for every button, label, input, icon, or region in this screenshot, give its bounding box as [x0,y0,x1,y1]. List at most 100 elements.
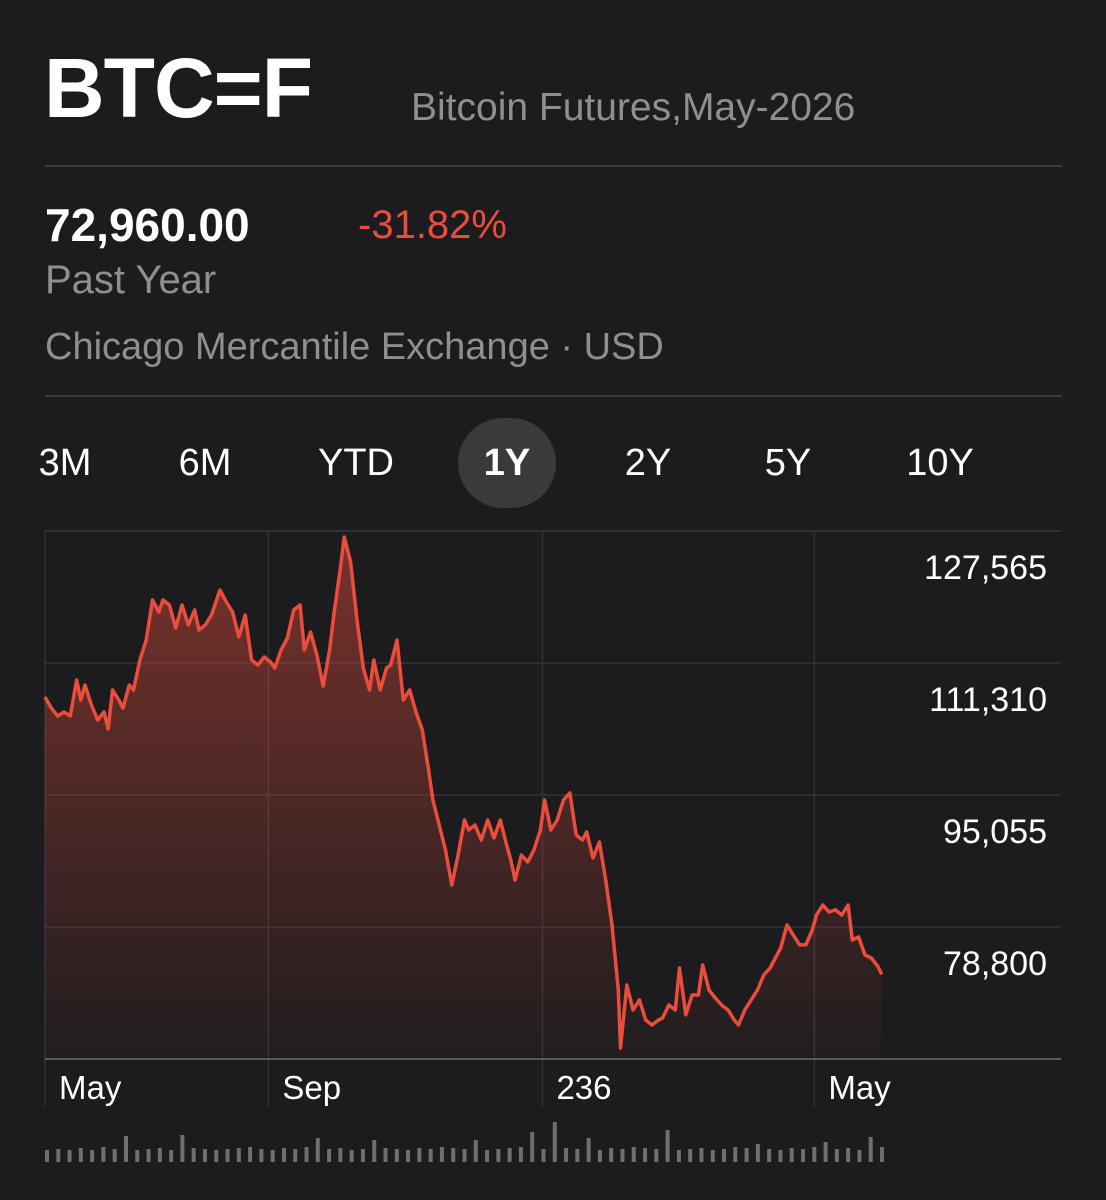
volume-bar [530,1132,535,1162]
volume-bar [135,1150,140,1162]
x-tick-label: May [828,1069,891,1106]
volume-bar [112,1149,117,1162]
range-tab[interactable]: 5Y [764,442,812,484]
volume-bar [880,1147,884,1162]
volume-bar [710,1150,715,1162]
volume-bar [462,1149,467,1162]
range-tab[interactable]: 2Y [624,442,672,484]
volume-bar [722,1149,727,1162]
divider [45,395,1062,397]
volume-bar [834,1149,839,1162]
volume-bar [812,1147,817,1162]
range-tab[interactable]: 10Y [906,442,974,484]
volume-bar [620,1149,625,1162]
volume-bar [654,1149,659,1162]
volume-bar [270,1150,275,1162]
volume-bar [496,1149,501,1162]
volume-bar [191,1148,196,1162]
instrument-name: Bitcoin Futures,May-2026 [411,86,856,129]
volume-bar [868,1137,873,1162]
volume-bar [101,1147,106,1162]
y-tick-label: 78,800 [943,945,1047,983]
x-tick-label: 236 [556,1069,611,1106]
volume-bar [67,1150,72,1162]
volume-bar [789,1148,794,1162]
percent-change: -31.82% [358,203,507,247]
volume-bar [169,1150,174,1162]
range-tab[interactable]: YTD [318,442,394,484]
exchange-label: Chicago Mercantile Exchange · USD [45,326,664,368]
ticker: BTC=F [44,41,313,135]
volume-bar [372,1140,377,1162]
volume-bar [327,1149,332,1162]
volume-bar [338,1148,343,1162]
price-line [43,535,884,1050]
volume-bar [755,1144,760,1162]
volume-bar [180,1135,185,1162]
volume-bar [643,1148,648,1162]
volume-bar [304,1147,309,1162]
volume-bar [56,1149,61,1162]
volume-bar [45,1150,49,1162]
volume-bar [78,1148,83,1162]
volume-bar [507,1148,512,1162]
volume-bar [202,1149,207,1162]
volume-bar [688,1149,693,1162]
volume-bar [451,1148,456,1162]
volume-bar [281,1148,286,1162]
volume-bar [90,1150,95,1162]
volume-bar [123,1136,128,1162]
volume-bar [293,1149,298,1162]
volume-bar [518,1147,523,1162]
volume-bar [733,1147,738,1162]
volume-bar [586,1138,591,1162]
range-tab[interactable]: 1Y [458,418,556,508]
range-tabs: 3M 6M YTD 1Y 2Y 5Y 10Y [39,418,1106,508]
volume-bar [146,1149,151,1162]
volume-bar [225,1149,230,1162]
price: 72,960.00 [45,199,250,251]
range-tab[interactable]: 3M [38,442,92,484]
volume-bar [541,1149,546,1162]
y-tick-label: 95,055 [943,813,1047,851]
volume-bar [609,1148,614,1162]
volume-bar [439,1147,444,1162]
period-label: Past Year [45,258,217,302]
volume-bar [485,1150,490,1162]
volume-bar [473,1140,478,1162]
range-tab[interactable]: 6M [178,442,232,484]
volume-bar [406,1150,411,1162]
volume-bar [744,1148,749,1162]
y-tick-label: 111,310 [929,681,1047,719]
x-tick-label: Sep [282,1069,341,1106]
volume-bar [236,1148,241,1162]
volume-bar [259,1149,264,1162]
volume-bar [349,1150,354,1162]
volume-bar [315,1138,320,1162]
volume-bar [846,1148,851,1162]
volume-bar [631,1147,636,1162]
volume-bar [801,1149,806,1162]
volume-bar [417,1148,422,1162]
volume-bar [394,1149,399,1162]
y-tick-label: 127,565 [924,549,1047,587]
volume-bar [428,1149,433,1162]
volume-bar [248,1147,253,1162]
area [45,537,882,1059]
volume-bar [699,1148,704,1162]
divider [45,165,1062,167]
volume-bar [665,1130,670,1162]
volume-bar [552,1122,557,1162]
volume-bar [360,1149,365,1162]
volume-bar [823,1142,828,1162]
volume-bar [597,1150,602,1162]
volume-bar [857,1150,862,1162]
volume-bar [564,1148,569,1162]
x-tick-label: May [59,1069,122,1106]
volume-bar [676,1150,681,1162]
volume-bar [157,1148,162,1162]
volume-bar [778,1150,783,1162]
volume-bar [214,1150,219,1162]
